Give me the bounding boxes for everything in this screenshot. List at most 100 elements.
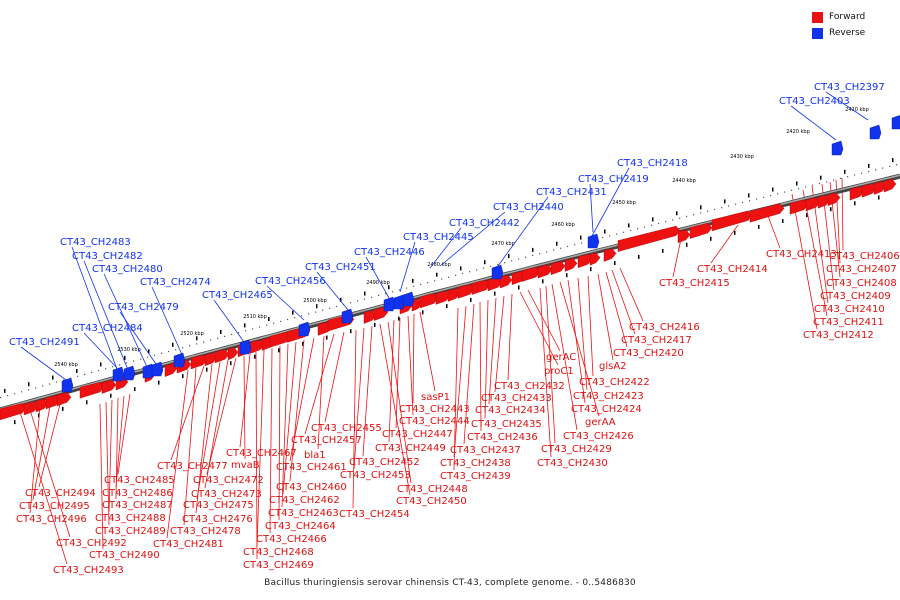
forward-gene-arrow[interactable] [827, 192, 841, 206]
forward-gene-label[interactable]: CT43_CH2495 [19, 501, 90, 512]
forward-gene-label[interactable]: CT43_CH2487 [102, 500, 173, 511]
reverse-gene-label[interactable]: CT43_CH2484 [72, 323, 143, 334]
forward-gene-label[interactable]: CT43_CH2449 [375, 443, 446, 454]
forward-gene-label[interactable]: CT43_CH2422 [579, 377, 650, 388]
forward-gene-label[interactable]: CT43_CH2452 [349, 457, 420, 468]
reverse-gene-arrow[interactable] [173, 352, 186, 368]
legend-reverse[interactable]: Reverse [812, 25, 892, 41]
forward-gene-label[interactable]: bla1 [304, 450, 326, 461]
forward-gene-arrow[interactable] [603, 248, 617, 262]
forward-gene-label[interactable]: CT43_CH2462 [269, 495, 340, 506]
forward-gene-label[interactable]: CT43_CH2423 [573, 391, 644, 402]
forward-gene-arrow[interactable] [883, 178, 897, 193]
forward-gene-label[interactable]: CT43_CH2494 [25, 488, 96, 499]
forward-gene-label[interactable]: CT43_CH2468 [243, 547, 314, 558]
forward-gene-label[interactable]: gerAA [585, 417, 616, 428]
forward-gene-label[interactable]: CT43_CH2477 [157, 461, 228, 472]
forward-gene-label[interactable]: CT43_CH2473 [191, 489, 262, 500]
reverse-gene-label[interactable]: CT43_CH2445 [403, 232, 474, 243]
forward-gene-label[interactable]: CT43_CH2434 [475, 405, 546, 416]
reverse-gene-label[interactable]: CT43_CH2403 [779, 96, 850, 107]
forward-gene-label[interactable]: proC1 [544, 366, 574, 377]
forward-gene-label[interactable]: CT43_CH2450 [396, 496, 467, 507]
forward-gene-label[interactable]: CT43_CH2472 [193, 475, 264, 486]
reverse-gene-arrow[interactable] [123, 365, 136, 381]
forward-gene-arrow[interactable] [0, 403, 27, 421]
forward-gene-arrow[interactable] [550, 260, 566, 275]
forward-gene-arrow[interactable] [101, 379, 117, 394]
forward-gene-arrow[interactable] [227, 347, 239, 361]
forward-gene-label[interactable]: CT43_CH2455 [311, 423, 382, 434]
forward-gene-label[interactable]: CT43_CH2460 [276, 482, 347, 493]
forward-gene-label[interactable]: CT43_CH2416 [629, 322, 700, 333]
forward-gene-label[interactable]: CT43_CH2420 [613, 348, 684, 359]
forward-gene-label[interactable]: CT43_CH2435 [471, 419, 542, 430]
forward-gene-label[interactable]: CT43_CH2406 [829, 251, 900, 262]
forward-gene-label[interactable]: CT43_CH2439 [440, 471, 511, 482]
reverse-gene-label[interactable]: CT43_CH2483 [60, 237, 131, 248]
forward-gene-label[interactable]: CT43_CH2463 [268, 508, 339, 519]
forward-gene-label[interactable]: glsA2 [599, 361, 627, 372]
forward-gene-label[interactable]: CT43_CH2457 [291, 435, 362, 446]
forward-gene-label[interactable]: CT43_CH2411 [813, 317, 884, 328]
forward-gene-label[interactable]: CT43_CH2426 [563, 431, 634, 442]
reverse-gene-arrow[interactable] [891, 115, 900, 130]
forward-gene-label[interactable]: CT43_CH2476 [182, 514, 253, 525]
forward-gene-arrow[interactable] [499, 274, 513, 289]
reverse-gene-label[interactable]: CT43_CH2419 [578, 174, 649, 185]
reverse-gene-arrow[interactable] [869, 124, 882, 140]
forward-gene-label[interactable]: sasP1 [421, 392, 450, 403]
forward-gene-label[interactable]: CT43_CH2429 [541, 444, 612, 455]
reverse-gene-arrow[interactable] [402, 291, 415, 307]
reverse-gene-label[interactable]: CT43_CH2491 [9, 337, 80, 348]
forward-gene-label[interactable]: gerAC [546, 352, 576, 363]
forward-gene-label[interactable]: CT43_CH2415 [659, 278, 730, 289]
reverse-gene-arrow[interactable] [239, 339, 252, 355]
reverse-gene-arrow[interactable] [587, 233, 600, 249]
forward-gene-label[interactable]: CT43_CH2485 [104, 475, 175, 486]
reverse-gene-arrow[interactable] [151, 361, 164, 377]
legend-forward[interactable]: Forward [812, 9, 892, 25]
forward-gene-label[interactable]: CT43_CH2438 [440, 458, 511, 469]
forward-gene-label[interactable]: CT43_CH2466 [256, 534, 327, 545]
forward-gene-arrow[interactable] [677, 229, 691, 244]
forward-gene-label[interactable]: CT43_CH2407 [826, 264, 897, 275]
forward-gene-label[interactable]: CT43_CH2412 [803, 330, 874, 341]
reverse-gene-label[interactable]: CT43_CH2442 [449, 218, 520, 229]
reverse-gene-arrow[interactable] [491, 264, 504, 280]
reverse-gene-arrow[interactable] [112, 366, 125, 382]
reverse-gene-label[interactable]: CT43_CH2482 [72, 251, 143, 262]
reverse-gene-label[interactable]: CT43_CH2431 [536, 187, 607, 198]
forward-gene-label[interactable]: CT43_CH2444 [399, 416, 470, 427]
forward-gene-label[interactable]: CT43_CH2408 [826, 278, 897, 289]
reverse-gene-label[interactable]: CT43_CH2474 [140, 277, 211, 288]
forward-gene-label[interactable]: CT43_CH2424 [571, 404, 642, 415]
reverse-gene-label[interactable]: CT43_CH2451 [305, 262, 376, 273]
forward-gene-label[interactable]: CT43_CH2410 [814, 304, 885, 315]
forward-gene-label[interactable]: CT43_CH2475 [183, 500, 254, 511]
forward-gene-label[interactable]: CT43_CH2437 [450, 445, 521, 456]
forward-gene-label[interactable]: CT43_CH2467 [226, 448, 297, 459]
reverse-gene-arrow[interactable] [383, 296, 396, 312]
forward-gene-label[interactable]: mvaB [231, 460, 260, 471]
forward-gene-label[interactable]: CT43_CH2453 [340, 470, 411, 481]
forward-gene-arrow[interactable] [214, 349, 230, 364]
reverse-gene-label[interactable]: CT43_CH2397 [814, 82, 885, 93]
forward-gene-arrow[interactable] [56, 392, 72, 407]
forward-gene-label[interactable]: CT43_CH2481 [153, 539, 224, 550]
forward-gene-label[interactable]: CT43_CH2492 [56, 538, 127, 549]
forward-gene-label[interactable]: CT43_CH2490 [89, 550, 160, 561]
reverse-gene-label[interactable]: CT43_CH2480 [92, 264, 163, 275]
reverse-gene-label[interactable]: CT43_CH2418 [617, 158, 688, 169]
forward-gene-label[interactable]: CT43_CH2488 [95, 513, 166, 524]
forward-gene-label[interactable]: CT43_CH2496 [16, 514, 87, 525]
reverse-gene-label[interactable]: CT43_CH2465 [202, 290, 273, 301]
forward-gene-label[interactable]: CT43_CH2432 [494, 381, 565, 392]
forward-gene-arrow[interactable] [564, 258, 578, 272]
forward-gene-label[interactable]: CT43_CH2417 [621, 335, 692, 346]
forward-gene-label[interactable]: CT43_CH2454 [339, 509, 410, 520]
forward-gene-label[interactable]: CT43_CH2436 [467, 432, 538, 443]
reverse-gene-arrow[interactable] [61, 377, 74, 393]
forward-gene-label[interactable]: CT43_CH2414 [697, 264, 768, 275]
forward-gene-arrow[interactable] [689, 222, 713, 239]
